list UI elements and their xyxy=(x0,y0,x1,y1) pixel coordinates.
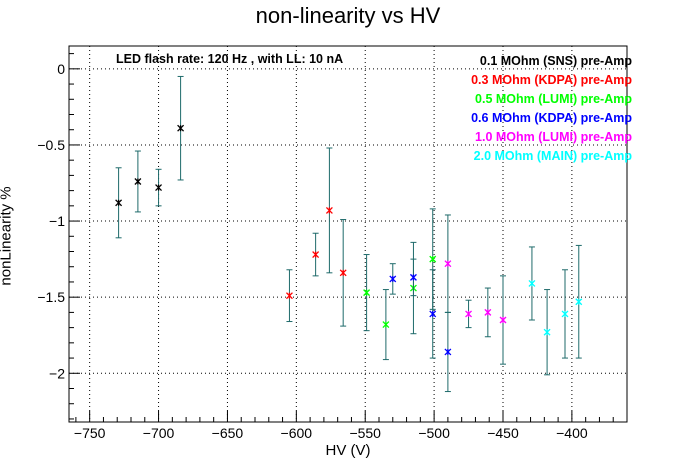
data-point xyxy=(528,280,536,287)
plot-frame xyxy=(68,45,628,423)
data-point xyxy=(465,310,473,318)
data-point xyxy=(134,178,142,185)
y-tick-label: 0 xyxy=(57,61,65,77)
x-tick-label: −600 xyxy=(281,425,313,441)
x-tick-label: −700 xyxy=(143,425,175,441)
data-point xyxy=(339,269,347,277)
legend-entry: 1.0 MOhm (LUMI) pre-Amp xyxy=(475,130,632,144)
data-point xyxy=(409,273,417,281)
data-point xyxy=(429,255,437,263)
y-tick-label: −1.5 xyxy=(37,289,65,305)
data-point xyxy=(177,124,185,132)
data-point xyxy=(484,308,492,316)
legend-entry: 2.0 MOhm (MAIN) pre-Amp xyxy=(473,149,632,163)
x-tick-label: −400 xyxy=(556,425,588,441)
data-point xyxy=(325,206,333,214)
x-axis-label: HV (V) xyxy=(325,442,371,459)
chart-legend: 0.1 MOhm (SNS) pre-Amp 0.3 MOhm (KDPA) pr… xyxy=(471,52,632,166)
data-point xyxy=(429,310,437,318)
x-tick-label: −450 xyxy=(487,425,519,441)
legend-entry: 0.5 MOhm (LUMI) pre-Amp xyxy=(475,92,632,106)
data-point xyxy=(499,316,507,324)
data-point xyxy=(285,292,293,300)
data-point xyxy=(155,184,163,192)
data-point xyxy=(312,251,320,259)
data-point xyxy=(561,310,569,318)
data-point xyxy=(444,348,452,356)
data-point xyxy=(444,260,452,268)
data-point xyxy=(115,199,123,207)
x-tick-label: −500 xyxy=(418,425,450,441)
y-tick-label: −1 xyxy=(49,213,65,229)
legend-entry: 0.1 MOhm (SNS) pre-Amp xyxy=(479,54,632,68)
y-tick-label: −0.5 xyxy=(37,137,65,153)
chart-title: non-linearity vs HV xyxy=(255,3,441,28)
legend-entry: 0.6 MOhm (KDPA) pre-Amp xyxy=(471,111,632,125)
data-point xyxy=(543,328,551,336)
data-point xyxy=(389,275,397,283)
y-axis-label: nonLinearity % xyxy=(0,186,15,286)
y-tick-label: −2 xyxy=(49,365,65,381)
chart-annotation: LED flash rate: 120 Hz , with LL: 10 nA xyxy=(116,52,344,66)
legend-entry: 0.3 MOhm (KDPA) pre-Amp xyxy=(471,73,632,87)
data-point xyxy=(363,289,371,297)
data-point xyxy=(382,321,390,329)
data-point xyxy=(575,298,583,306)
x-tick-label: −550 xyxy=(349,425,381,441)
x-tick-label: −650 xyxy=(212,425,244,441)
x-tick-label: −750 xyxy=(74,425,106,441)
